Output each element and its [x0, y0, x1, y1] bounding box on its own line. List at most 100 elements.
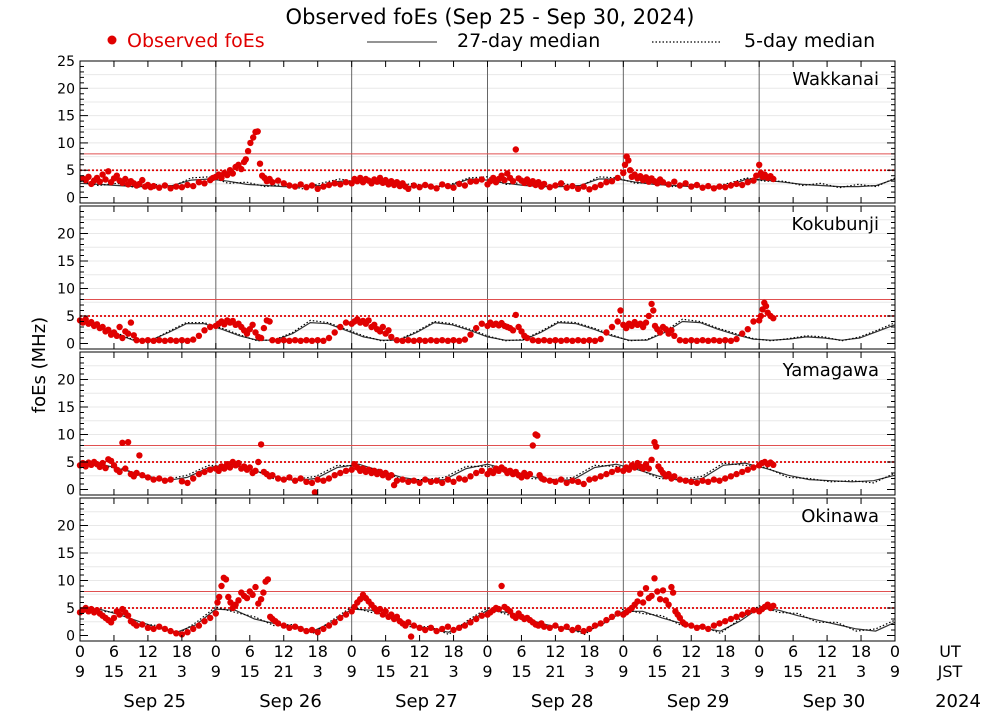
y-tick-label: 20 — [57, 519, 75, 535]
observed-point — [405, 478, 412, 485]
observed-point — [733, 335, 740, 343]
observed-point — [580, 183, 587, 190]
observed-point — [427, 624, 435, 631]
observed-point — [410, 622, 418, 629]
x-tick-label-jst: 3 — [313, 662, 323, 681]
x-tick-label-jst: 9 — [754, 662, 764, 681]
observed-point — [569, 477, 576, 484]
observed-point — [139, 337, 146, 344]
observed-point — [770, 175, 777, 183]
observed-point — [257, 596, 265, 603]
observed-point — [244, 147, 252, 155]
observed-point — [688, 183, 695, 190]
observed-point — [597, 181, 604, 189]
observed-point — [478, 176, 485, 183]
chart-title: Observed foEs (Sep 25 - Sep 30, 2024) — [286, 5, 695, 29]
observed-point — [614, 466, 621, 473]
observed-point — [105, 326, 112, 333]
observed-point — [274, 620, 282, 627]
observed-point — [291, 477, 299, 484]
observed-point — [342, 611, 350, 618]
observed-point — [303, 478, 310, 485]
observed-point — [167, 337, 174, 344]
observed-point — [461, 336, 469, 343]
x-tick-label-ut: 0 — [347, 642, 357, 661]
observed-point — [722, 475, 729, 482]
observed-point — [122, 465, 129, 472]
x-tick-label-jst: 9 — [347, 662, 357, 681]
observed-point — [393, 477, 401, 484]
observed-point — [580, 337, 587, 344]
observed-point — [546, 624, 553, 631]
observed-point — [190, 625, 197, 633]
observed-point — [727, 182, 735, 189]
observed-point — [225, 593, 232, 601]
observed-point — [286, 337, 293, 344]
x-tick-label-ut: 12 — [817, 642, 837, 661]
observed-point — [416, 624, 423, 631]
observed-point — [467, 178, 474, 185]
y-tick-label: 15 — [57, 400, 75, 416]
station-label: Wakkanai — [792, 69, 879, 90]
observed-point — [110, 614, 118, 622]
observed-point — [591, 475, 599, 482]
x-date-label: Sep 29 — [667, 691, 730, 712]
observed-point — [614, 318, 621, 325]
observed-point — [569, 626, 576, 634]
x-tick-label-jst: 21 — [681, 662, 701, 681]
observed-point — [303, 337, 310, 344]
observed-point — [173, 337, 180, 344]
observed-point — [495, 605, 502, 613]
y-tick-label: 5 — [66, 309, 75, 325]
y-tick-label: 5 — [66, 163, 75, 179]
observed-point — [96, 178, 104, 185]
observed-point — [297, 337, 304, 344]
x-tick-label-ut: 6 — [109, 642, 119, 661]
y-tick-label: 0 — [66, 191, 75, 207]
observed-point — [303, 184, 310, 191]
observed-point — [676, 476, 684, 483]
panels: 0 5 10 15 20 25 Wakkanai 0 5 10 15 20 Kokubunji 0 5 10 1… — [57, 54, 896, 645]
observed-point — [201, 327, 208, 334]
y-tick-label: 15 — [57, 109, 75, 125]
observed-point — [144, 624, 152, 631]
y-tick-label: 10 — [57, 574, 75, 590]
observed-point — [603, 329, 610, 336]
observed-point — [546, 337, 553, 344]
observed-point — [693, 479, 701, 487]
observed-point — [139, 472, 146, 479]
observed-point — [365, 317, 372, 324]
observed-point — [156, 337, 163, 344]
observed-point — [770, 315, 777, 322]
observed-point — [733, 613, 740, 620]
observed-point — [207, 466, 214, 473]
observed-point — [586, 337, 593, 344]
observed-point — [744, 609, 751, 616]
observed-point — [744, 466, 751, 473]
observed-point — [750, 464, 757, 471]
observed-point — [461, 622, 469, 629]
legend-observed-marker — [107, 35, 117, 45]
observed-point — [102, 176, 109, 183]
observed-point — [762, 302, 770, 310]
observed-point — [331, 180, 338, 187]
observed-point — [639, 599, 647, 606]
observed-point — [297, 475, 304, 482]
observed-point — [552, 337, 559, 344]
observed-point — [410, 337, 418, 344]
legend-5day-label: 5-day median — [744, 30, 875, 52]
observed-point — [427, 337, 435, 344]
observed-point — [634, 598, 641, 605]
x-tick-label-jst: 21 — [545, 662, 565, 681]
x-tick-label-ut: 18 — [308, 642, 328, 661]
observed-point — [178, 337, 186, 344]
observed-point — [291, 623, 299, 630]
observed-point — [580, 627, 587, 635]
x-tick-label-ut: 12 — [545, 642, 565, 661]
observed-point — [314, 337, 321, 344]
observed-point — [608, 468, 616, 476]
x-tick-label-ut: 12 — [138, 642, 158, 661]
observed-point — [750, 607, 757, 614]
observed-point — [249, 321, 256, 328]
observed-point — [280, 476, 287, 483]
